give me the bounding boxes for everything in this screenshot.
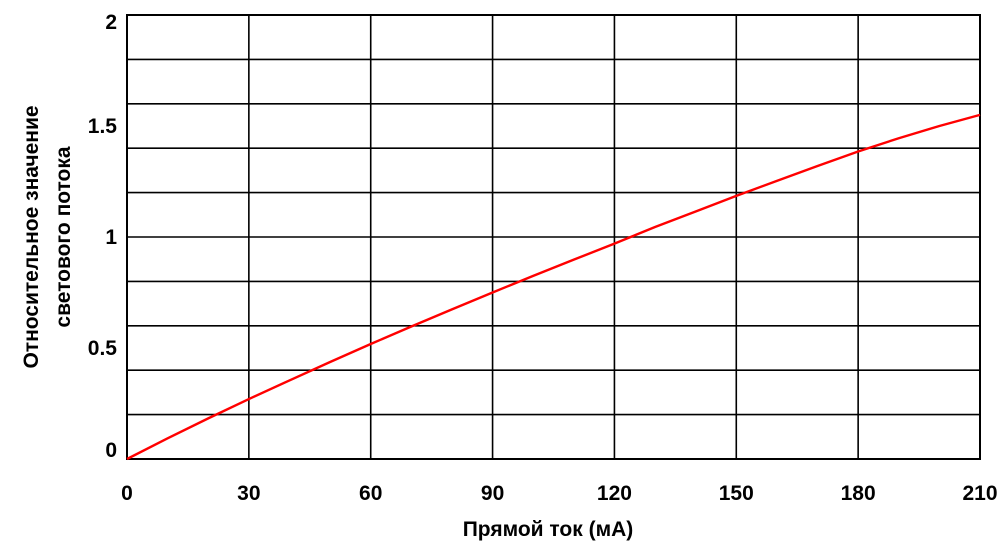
x-axis-label: Прямой ток (мА) bbox=[463, 518, 634, 541]
x-tick-label: 30 bbox=[237, 482, 260, 505]
y-tick-label: 0.5 bbox=[88, 337, 118, 360]
x-tick-label: 90 bbox=[481, 482, 504, 505]
x-tick-label: 150 bbox=[719, 482, 754, 505]
y-tick-label: 0 bbox=[105, 439, 117, 462]
x-axis-ticks: 0 30 60 90 120 150 180 210 bbox=[121, 482, 997, 505]
plot-frame bbox=[126, 14, 981, 460]
y-tick-label: 1 bbox=[105, 226, 117, 249]
y-tick-label: 1.5 bbox=[88, 115, 118, 138]
x-tick-label: 60 bbox=[359, 482, 382, 505]
x-tick-label: 180 bbox=[841, 482, 876, 505]
series-layer bbox=[126, 113, 981, 461]
x-tick-label: 210 bbox=[962, 482, 997, 505]
y-axis-ticks: 0 0.5 1 1.5 2 bbox=[88, 11, 118, 462]
x-tick-label: 120 bbox=[597, 482, 632, 505]
grid bbox=[126, 14, 981, 460]
y-axis-label-line-1: Относительное значение bbox=[20, 105, 43, 368]
y-tick-label: 2 bbox=[105, 11, 117, 34]
y-axis-label: Относительное значение светового потока bbox=[20, 105, 75, 368]
y-axis-label-line-2: светового потока bbox=[52, 146, 75, 327]
x-tick-label: 0 bbox=[121, 482, 133, 505]
series-line-0 bbox=[126, 113, 981, 461]
